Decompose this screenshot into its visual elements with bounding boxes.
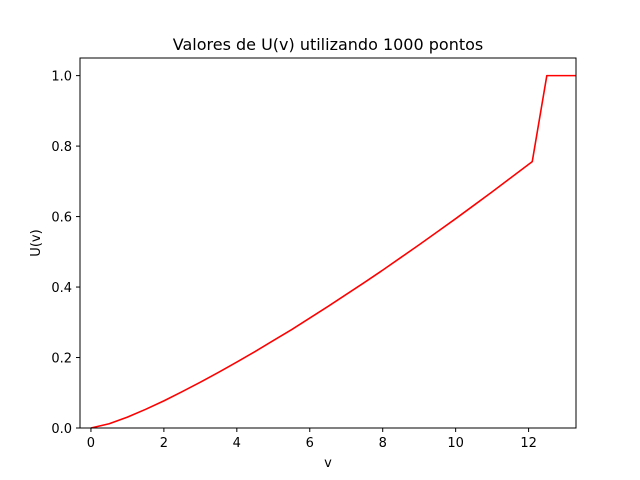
x-tick-label: 8 [379, 436, 387, 451]
y-tick-label: 0.6 [51, 211, 72, 226]
x-tick-label: 2 [160, 436, 168, 451]
series-layer [90, 74, 576, 429]
x-tick-label: 0 [87, 436, 95, 451]
x-axis-ticks: 0 2 4 6 8 10 12 [87, 428, 537, 451]
y-axis-label: U(v) [29, 229, 44, 256]
x-axis-label: v [324, 456, 332, 471]
x-tick-label: 10 [447, 436, 464, 451]
y-axis-ticks: 0.0 0.2 0.4 0.6 0.8 1.0 [51, 70, 80, 437]
plot-frame [79, 57, 577, 429]
x-tick-label: 6 [306, 436, 314, 451]
y-tick-label: 1.0 [51, 70, 72, 85]
y-tick-label: 0.8 [51, 140, 72, 155]
y-tick-label: 0.2 [51, 352, 72, 367]
x-tick-label: 4 [233, 436, 241, 451]
plot-area-background [80, 58, 576, 428]
y-tick-label: 0.0 [51, 422, 72, 437]
y-tick-label: 0.4 [51, 281, 72, 296]
chart-title: Valores de U(v) utilizando 1000 pontos [173, 35, 483, 54]
x-tick-label: 12 [520, 436, 537, 451]
series-line-0 [90, 74, 576, 429]
